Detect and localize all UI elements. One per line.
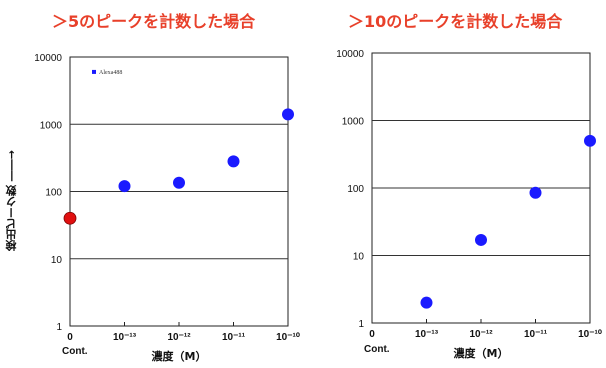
x-tick-label-1: 0 (369, 329, 375, 340)
chart-title-left: ＞5のピークを計数した場合 (52, 12, 256, 31)
legend-marker (92, 69, 96, 74)
y-tick-label-0: 10000 (34, 53, 62, 64)
data-point-0 (63, 211, 77, 225)
x-axis-label-1: 濃度（M） (454, 346, 509, 360)
data-point-0 (227, 155, 240, 168)
legend-label: Alexa488 (99, 70, 122, 76)
x-extra-label-1: Cont. (364, 344, 390, 355)
x-tick-label-1: 10⁻¹¹ (524, 329, 548, 340)
x-tick-label-0: 10⁻¹² (167, 332, 191, 343)
data-point-0 (173, 176, 185, 189)
data-point-0 (118, 180, 131, 193)
x-tick-label-0: 10⁻¹³ (113, 332, 137, 343)
x-tick-label-0: 10⁻¹⁰ (276, 332, 300, 343)
x-tick-label-1: 10⁻¹³ (415, 329, 439, 340)
x-tick-label-0: 10⁻¹¹ (222, 332, 246, 343)
y-tick-label-0: 1000 (40, 120, 63, 131)
x-tick-label-0: 0 (67, 332, 73, 343)
y-tick-label-1: 100 (347, 184, 364, 195)
y-tick-label-0: 10 (51, 255, 63, 266)
data-point-1 (475, 233, 487, 246)
x-axis-label-0: 濃度（M） (152, 349, 207, 363)
y-tick-label-1: 10 (353, 252, 365, 263)
y-tick-label-0: 100 (45, 188, 62, 199)
x-tick-label-1: 10⁻¹² (469, 329, 493, 340)
y-tick-label-0: 1 (56, 322, 62, 333)
chart-title-right: ＞10のピークを計数した場合 (348, 12, 563, 31)
x-tick-label-1: 10⁻¹⁰ (578, 329, 602, 340)
data-point-0 (282, 108, 294, 121)
data-point-1 (529, 186, 542, 199)
data-point-1 (420, 296, 433, 309)
y-tick-label-1: 10000 (336, 49, 364, 60)
y-tick-label-1: 1000 (342, 117, 365, 128)
y-tick-label-1: 1 (358, 319, 364, 330)
data-point-1 (584, 134, 596, 147)
x-extra-label-0: Cont. (62, 346, 88, 357)
